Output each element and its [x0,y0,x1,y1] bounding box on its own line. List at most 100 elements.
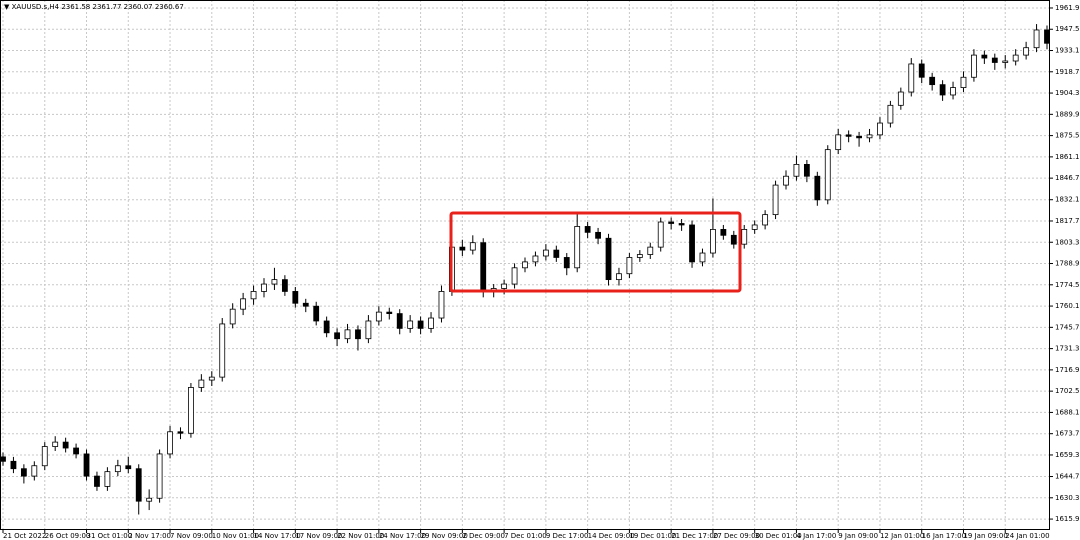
candle-body [626,257,633,275]
candle-body [83,453,90,477]
y-tick-label: 1688.10 [1055,408,1080,416]
y-tick-label: 1918.70 [1055,68,1080,76]
x-tick-label: 9 Dec 17:00 [546,532,589,540]
candle-body [803,164,810,177]
candle-body [897,91,904,106]
candle-body [62,441,69,449]
candle-body [845,134,852,137]
y-tick-label: 1904.30 [1055,89,1080,97]
candle-body [355,329,361,340]
candle-body [877,122,883,136]
y-tick-label: 1745.70 [1055,323,1080,331]
candle-body [730,234,737,245]
candle-body [636,254,643,258]
x-tick-label: 9 Jan 09:00 [838,532,878,540]
y-tick-label: 1673.70 [1055,430,1080,438]
candle-body [866,134,873,139]
candle-body [313,305,320,322]
y-tick-label: 1630.30 [1055,494,1080,502]
y-tick-label: 1817.70 [1055,217,1080,225]
x-tick-label: 14 Nov 17:00 [254,532,301,540]
candle-body [824,149,831,201]
candle-body [522,261,528,269]
y-tick-label: 1875.50 [1055,132,1080,140]
y-tick-label: 1961.90 [1055,4,1080,12]
x-tick-label: 19 Jan 09:00 [963,532,1007,540]
x-tick-label: 10 Nov 01:00 [212,532,259,540]
candle-body [10,460,17,470]
candle-body [689,224,695,263]
x-tick-label: 7 Nov 09:00 [170,532,213,540]
candle-body [542,249,549,257]
candle-body [104,471,111,487]
y-tick-label: 1659.30 [1055,451,1080,459]
y-tick-label: 1731.30 [1055,345,1080,353]
candle-body [678,223,685,226]
candle-body [710,229,716,254]
candle-body [323,320,330,334]
candle-body [469,242,476,251]
candle-body [991,57,998,63]
plot-frame [0,0,1050,530]
candle-body [595,231,601,239]
x-tick-label: 26 Oct 09:00 [45,532,91,540]
candle-body [365,320,372,340]
candle-body [428,317,434,329]
x-tick-label: 24 Nov 17:00 [379,532,426,540]
y-tick-label: 1788.90 [1055,260,1080,268]
candle-body [375,311,382,322]
candle-body [563,257,570,269]
y-tick-label: 1832.10 [1055,196,1080,204]
candle-body [981,54,988,59]
y-tick-label: 1861.10 [1055,153,1080,161]
y-tick-label: 1803.30 [1055,238,1080,246]
candle-body [751,224,758,230]
x-tick-label: 19 Dec 01:00 [629,532,676,540]
candle-body [344,329,351,340]
candle-body [532,255,539,263]
candle-body [720,229,727,236]
y-tick-label: 1846.70 [1055,174,1080,182]
candle-body [188,387,194,434]
candle-body [396,313,403,329]
x-tick-label: 24 Jan 01:00 [1005,532,1049,540]
y-tick-label: 1644.70 [1055,473,1080,481]
candle-body [1023,47,1030,56]
candle-body [971,54,977,78]
x-tick-label: 2 Dec 09:00 [462,532,505,540]
candle-body [219,323,226,378]
y-tick-label: 1889.90 [1055,110,1080,118]
chart-title: ▼ XAUUSD.s,H4 2361.58 2361.77 2360.07 23… [4,3,184,11]
candle-body [240,298,247,310]
candle-body [1012,54,1019,62]
candle-body [146,497,153,502]
candle-body [334,332,340,340]
grid [0,0,1050,530]
candle-body [553,249,560,258]
candle-body [793,164,800,177]
candle-body [939,84,946,96]
candle-body [208,376,215,381]
y-tick-label: 1615.90 [1055,515,1080,523]
candle-body [647,246,654,255]
candle-body [94,475,100,487]
candle-body [584,226,591,233]
candle-body [918,63,925,78]
candle-body [1033,29,1040,49]
candle-body [386,311,393,314]
candle-body [292,291,299,304]
candle-body [908,63,915,93]
candle-body [407,320,414,329]
candle-body [783,175,789,186]
candle-body [135,468,142,502]
y-tick-label: 1716.90 [1055,366,1080,374]
candle-body [177,431,184,434]
candle-body [73,447,79,455]
x-tick-label: 29 Nov 09:00 [421,532,468,540]
x-tick-label: 21 Dec 17:00 [671,532,718,540]
candle-body [741,229,748,245]
candle-body [699,252,706,263]
candle-body [950,87,956,96]
